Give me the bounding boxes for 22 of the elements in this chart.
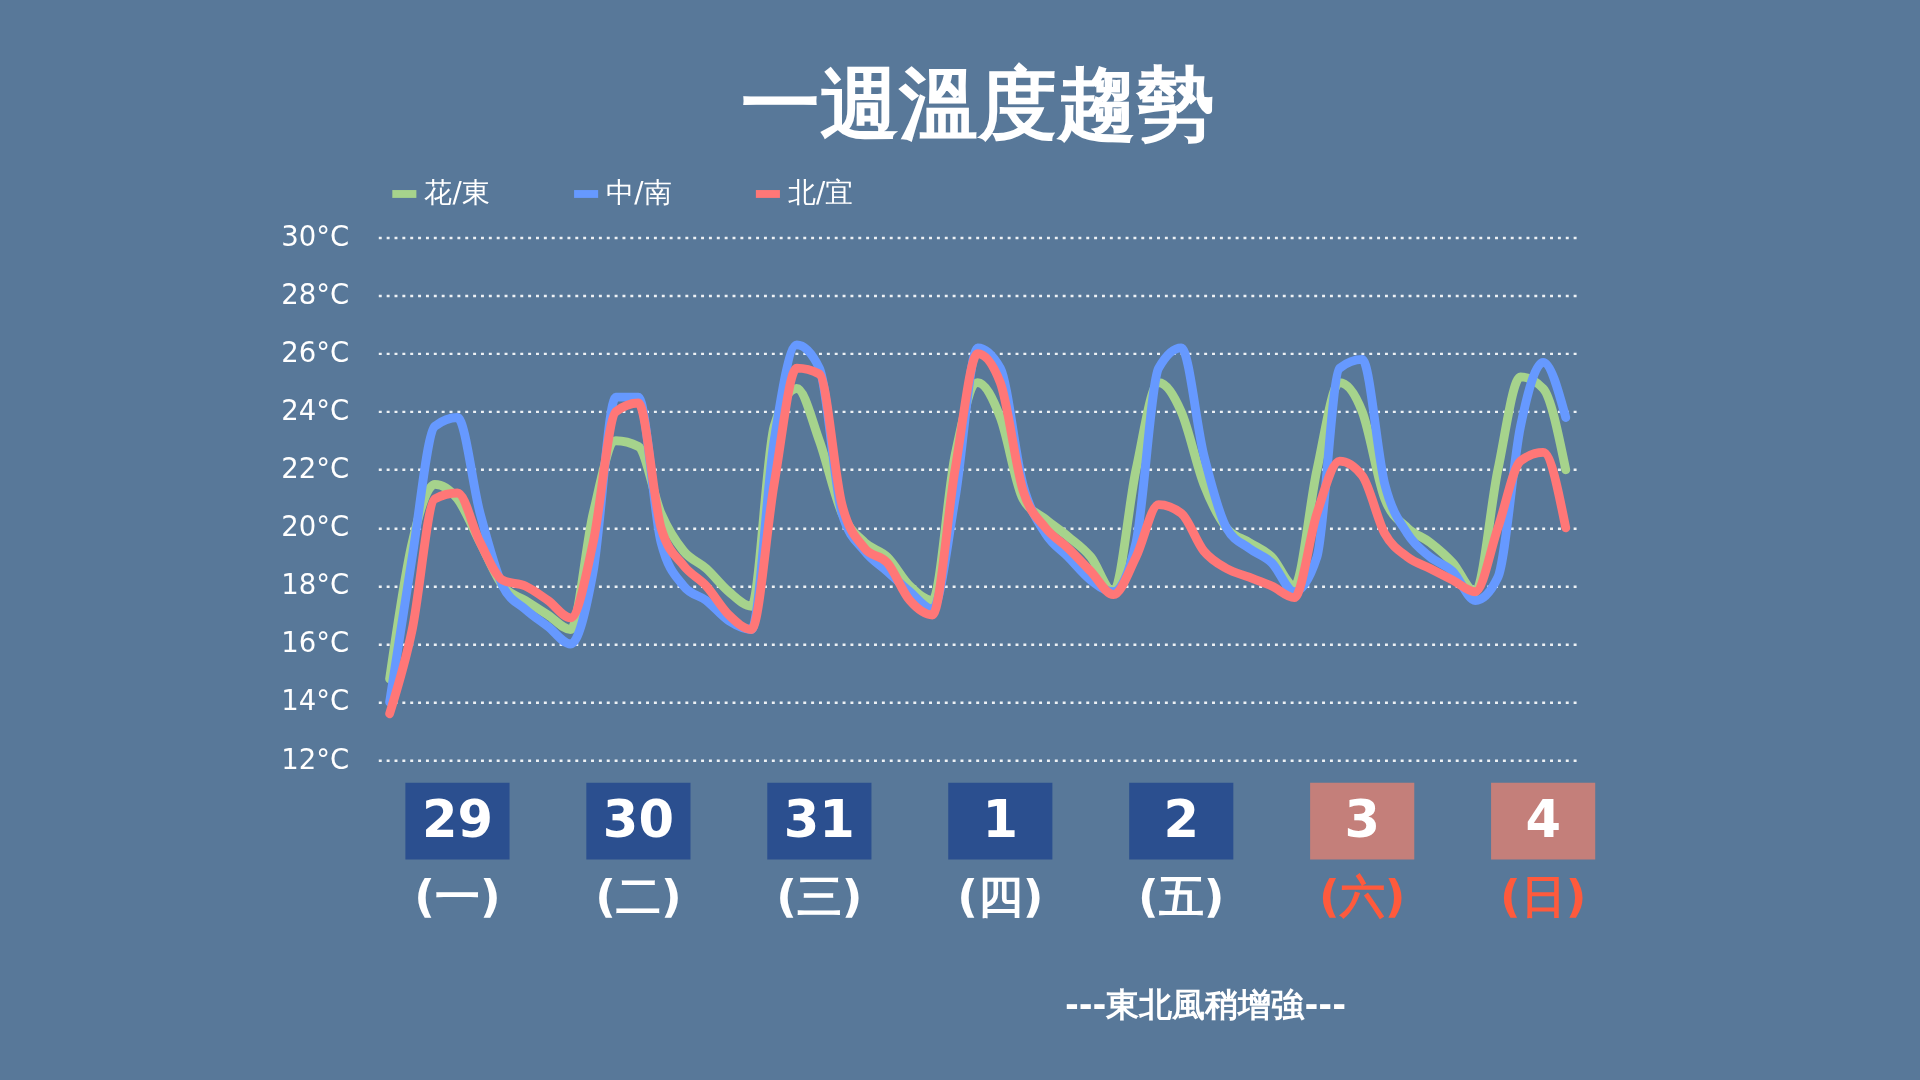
text: ---東北風稍增強--- xyxy=(1064,984,1347,1024)
y-tick-label: 18°C xyxy=(281,568,350,601)
category-label: 3 (六) xyxy=(1319,789,1406,923)
category-label: 1 (四) xyxy=(957,789,1044,923)
y-tick-label: 30°C xyxy=(281,219,350,252)
y-tick-label: 12°C xyxy=(281,742,350,775)
y-tick-label: 14°C xyxy=(281,684,350,717)
legend-label: 花/東 xyxy=(424,175,490,208)
y-tick-label: 24°C xyxy=(281,394,350,427)
category-label: 30 (二) xyxy=(595,789,682,923)
legend-label: 中/南 xyxy=(606,175,672,208)
y-tick-label: 28°C xyxy=(281,277,350,310)
category-label: 2 (五) xyxy=(1138,789,1225,923)
y-tick-label: 22°C xyxy=(281,452,350,485)
category-label: 4 (日) xyxy=(1499,789,1587,923)
chart-title: 一週溫度趨勢 xyxy=(740,58,1215,151)
y-tick-label: 20°C xyxy=(281,510,350,543)
category-label: 31 (三) xyxy=(776,789,863,923)
legend-label: 北/宜 xyxy=(788,175,854,208)
y-tick-label: 26°C xyxy=(281,335,350,368)
y-tick-label: 16°C xyxy=(281,626,350,659)
category-label: 29 (一) xyxy=(414,789,501,923)
